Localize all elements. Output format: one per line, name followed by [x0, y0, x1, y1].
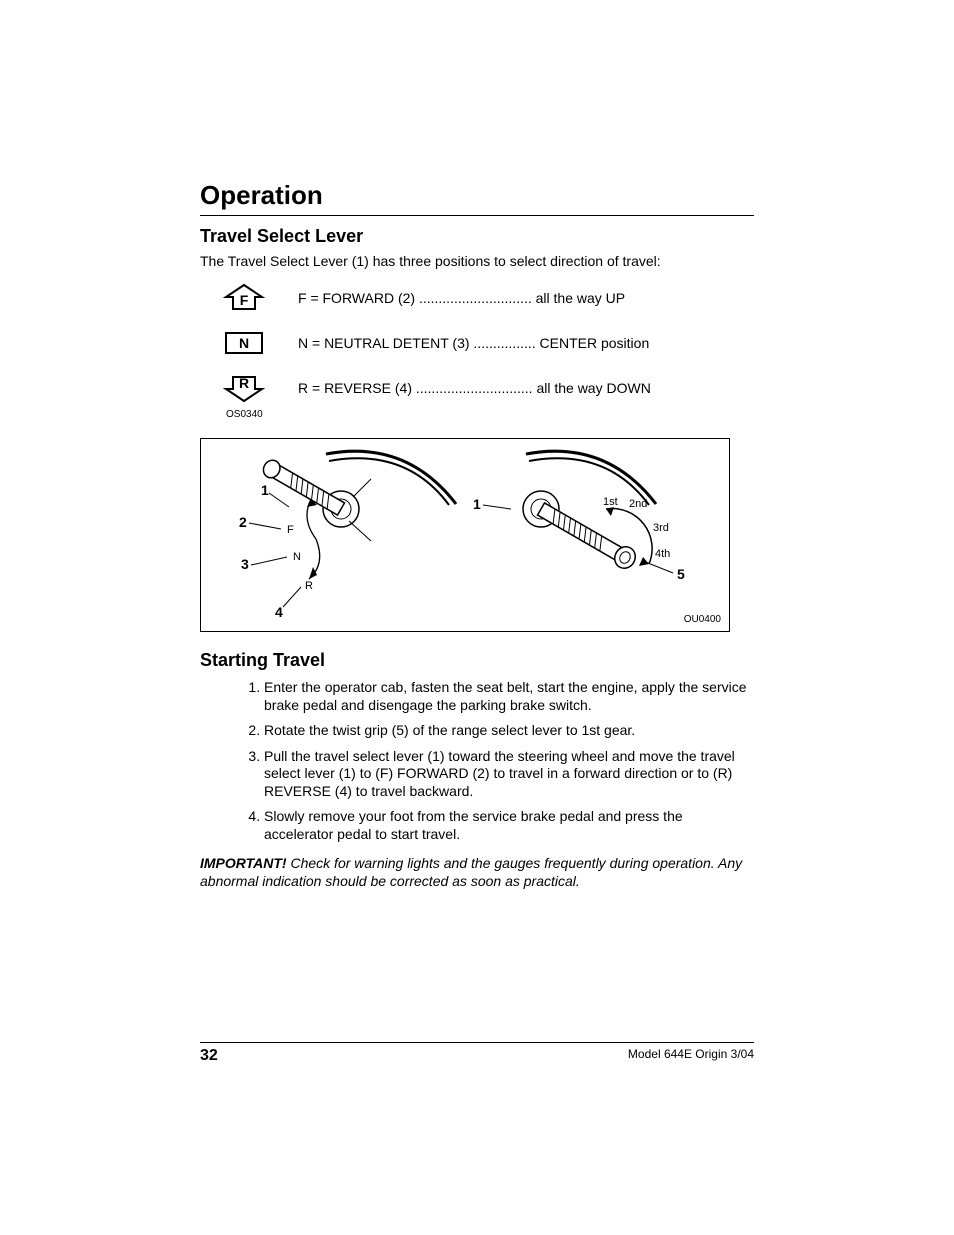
important-label: IMPORTANT!	[200, 855, 287, 871]
lever-position-reverse: R R = REVERSE (4) ......................…	[214, 373, 754, 403]
svg-text:1st: 1st	[603, 496, 618, 508]
footer-rule	[200, 1042, 754, 1043]
lever-position-reverse-text: R = REVERSE (4) ........................…	[298, 380, 651, 396]
lever-figure: 1 2 F 3 N 4 R	[200, 438, 730, 632]
svg-text:4: 4	[275, 604, 283, 620]
svg-text:3rd: 3rd	[653, 522, 669, 534]
neutral-icon: N	[214, 331, 274, 355]
svg-text:R: R	[305, 580, 313, 592]
travel-select-intro: The Travel Select Lever (1) has three po…	[200, 253, 754, 269]
svg-text:1: 1	[261, 482, 269, 498]
figure-left: 1 2 F 3 N 4 R	[239, 451, 456, 620]
travel-select-heading: Travel Select Lever	[200, 226, 754, 247]
footer-model: Model 644E Origin 3/04	[628, 1047, 754, 1061]
lever-icon-caption: OS0340	[226, 409, 754, 420]
section-rule	[200, 215, 754, 216]
lever-position-neutral-text: N = NEUTRAL DETENT (3) ................ …	[298, 335, 649, 351]
page-footer: 32 Model 644E Origin 3/04	[200, 1042, 754, 1065]
forward-icon: F	[214, 283, 274, 313]
svg-text:F: F	[287, 524, 294, 536]
svg-text:N: N	[239, 335, 249, 351]
svg-text:R: R	[239, 375, 249, 391]
page: Operation Travel Select Lever The Travel…	[0, 0, 954, 1235]
svg-text:F: F	[240, 292, 249, 308]
starting-travel-steps: Enter the operator cab, fasten the seat …	[200, 679, 754, 843]
step-3: Pull the travel select lever (1) toward …	[264, 748, 754, 801]
important-note: IMPORTANT! Check for warning lights and …	[200, 855, 754, 890]
step-2: Rotate the twist grip (5) of the range s…	[264, 722, 754, 740]
lever-position-forward-text: F = FORWARD (2) ........................…	[298, 290, 625, 306]
starting-travel-heading: Starting Travel	[200, 650, 754, 671]
svg-text:3: 3	[241, 556, 249, 572]
svg-text:N: N	[293, 551, 301, 563]
reverse-icon: R	[214, 373, 274, 403]
svg-text:1: 1	[473, 496, 481, 512]
step-4: Slowly remove your foot from the service…	[264, 808, 754, 843]
figure-caption: OU0400	[684, 614, 721, 625]
step-1: Enter the operator cab, fasten the seat …	[264, 679, 754, 714]
figure-right: 1st 2nd 3rd 4th 1 5	[473, 451, 685, 582]
svg-text:2nd: 2nd	[629, 498, 647, 510]
section-title: Operation	[200, 180, 754, 211]
svg-text:4th: 4th	[655, 548, 670, 560]
lever-position-forward: F F = FORWARD (2) ......................…	[214, 283, 754, 313]
page-number: 32	[200, 1047, 218, 1064]
lever-position-neutral: N N = NEUTRAL DETENT (3) ...............…	[214, 331, 754, 355]
svg-text:2: 2	[239, 514, 247, 530]
lever-positions-list: F F = FORWARD (2) ......................…	[214, 283, 754, 403]
svg-text:5: 5	[677, 566, 685, 582]
